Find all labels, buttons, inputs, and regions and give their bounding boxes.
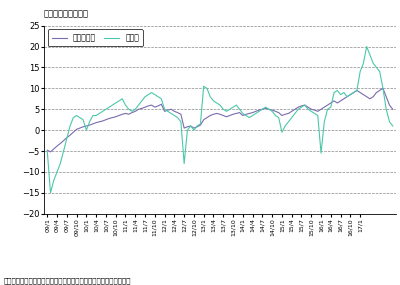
小売売上高 bbox=[309, 107, 314, 111]
Legend: 小売売上高, 自動車: 小売売上高, 自動車 bbox=[48, 29, 143, 46]
小売売上高 bbox=[152, 105, 157, 109]
自動車 bbox=[45, 149, 50, 153]
自動車 bbox=[390, 124, 395, 128]
Line: 自動車: 自動車 bbox=[47, 46, 393, 193]
小売売上高 bbox=[380, 87, 385, 90]
小売売上高 bbox=[371, 95, 376, 98]
小売売上高 bbox=[390, 107, 395, 111]
自動車 bbox=[325, 107, 330, 111]
Line: 小売売上高: 小売売上高 bbox=[47, 88, 393, 152]
Text: （％：前年同月比）: （％：前年同月比） bbox=[44, 9, 89, 18]
自動車 bbox=[309, 110, 314, 113]
自動車 bbox=[292, 112, 297, 115]
自動車 bbox=[374, 66, 379, 69]
自動車 bbox=[48, 191, 53, 195]
小売売上高 bbox=[325, 103, 330, 107]
自動車 bbox=[364, 45, 369, 48]
自動車 bbox=[354, 89, 359, 92]
小売売上高 bbox=[292, 107, 297, 111]
Text: 資料：メキシコ国立統計理理情報院のデータから経済産業省作成。: 資料：メキシコ国立統計理理情報院のデータから経済産業省作成。 bbox=[4, 277, 132, 284]
小売売上高 bbox=[48, 150, 53, 154]
自動車 bbox=[152, 93, 157, 96]
小売売上高 bbox=[45, 148, 50, 152]
小売売上高 bbox=[354, 89, 359, 92]
